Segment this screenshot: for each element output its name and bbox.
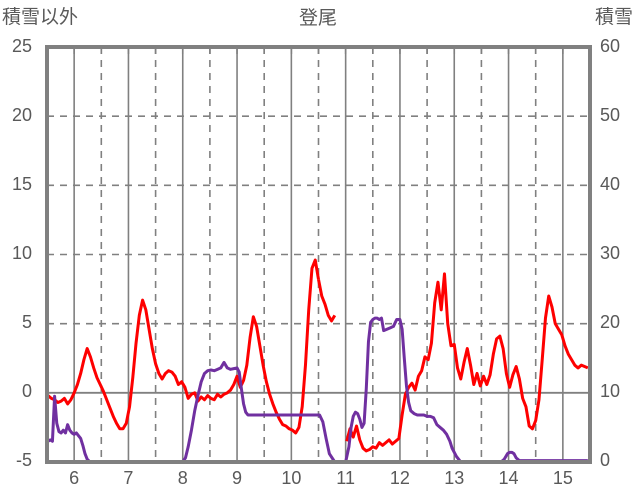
right-axis-tick: 10 — [600, 381, 621, 401]
left-axis-tick: 20 — [11, 105, 32, 125]
x-axis-tick: 8 — [177, 468, 188, 488]
left-axis-tick: 0 — [21, 381, 32, 401]
right-axis-tick: 20 — [600, 312, 621, 332]
left-axis-tick: 15 — [11, 174, 32, 194]
data-series-group — [47, 258, 589, 464]
x-axis-tick: 15 — [552, 468, 573, 488]
left-axis-tick: 10 — [11, 243, 32, 263]
x-axis-tick: 11 — [336, 468, 355, 488]
x-axis-tick: 12 — [389, 468, 410, 488]
x-axis-tick: 14 — [498, 468, 519, 488]
x-axis-tick: 9 — [232, 468, 243, 488]
page-title: 登尾 — [298, 8, 337, 29]
right-axis-tick: 50 — [600, 105, 621, 125]
right-axis-title: 積雪 — [594, 7, 633, 28]
right-axis-tick: 30 — [600, 243, 621, 263]
left-axis-tick: 25 — [11, 36, 32, 56]
right-axis-tick: 60 — [600, 36, 621, 56]
x-axis-tick: 7 — [123, 468, 134, 488]
right-axis-tick: 0 — [600, 450, 611, 470]
x-axis-tick: 13 — [444, 468, 465, 488]
x-axis-tick: 10 — [281, 468, 302, 488]
x-axis-tick: 6 — [69, 468, 80, 488]
plot-frame — [45, 45, 592, 464]
right-axis-tick: 40 — [600, 174, 621, 194]
left-axis-tick: 5 — [21, 312, 32, 332]
left-axis-tick: -5 — [15, 450, 32, 470]
left-axis-title: 積雪以外 — [2, 7, 79, 28]
